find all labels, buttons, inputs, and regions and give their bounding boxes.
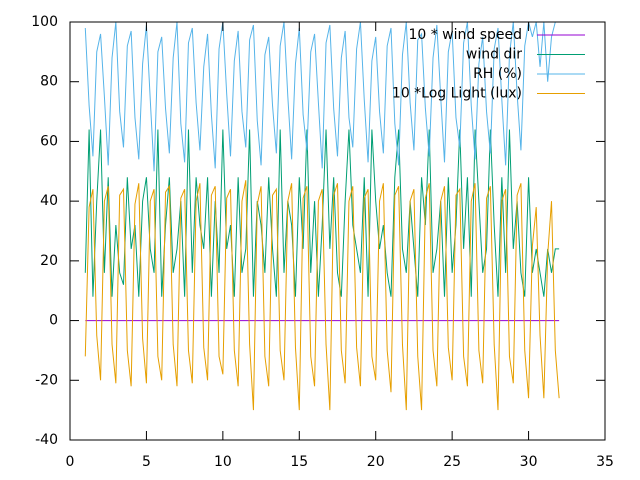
x-tick-label: 30 — [520, 454, 538, 470]
x-tick-label: 35 — [596, 454, 614, 470]
y-tick-label: 20 — [40, 253, 58, 269]
y-tick-label: 0 — [49, 313, 58, 329]
legend-label: 10 *Log Light (lux) — [392, 86, 522, 102]
series-line — [84, 22, 560, 172]
y-tick-label: -20 — [35, 372, 58, 388]
legend-label: RH (%) — [473, 66, 522, 82]
x-tick-label: 0 — [66, 454, 75, 470]
plot-lines — [84, 22, 560, 411]
y-tick-label: -40 — [35, 432, 58, 448]
x-tick-label: 5 — [142, 454, 151, 470]
y-tick-label: 80 — [40, 74, 58, 90]
x-tick-label: 25 — [443, 454, 461, 470]
y-tick-label: 100 — [31, 14, 58, 30]
y-tick-label: 40 — [40, 193, 58, 209]
plot-border — [69, 21, 606, 441]
series-line — [84, 180, 560, 411]
legend-label: wind dir — [466, 47, 522, 63]
x-tick-label: 20 — [367, 454, 385, 470]
x-tick-label: 10 — [214, 454, 232, 470]
legend-label: 10 * wind speed — [408, 27, 522, 43]
x-tick-label: 15 — [290, 454, 308, 470]
y-tick-label: 60 — [40, 133, 58, 149]
